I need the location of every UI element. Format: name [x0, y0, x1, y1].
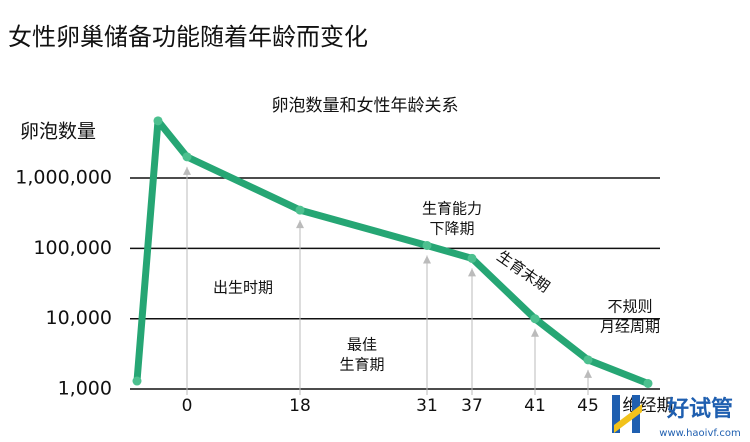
point — [182, 152, 192, 162]
annotation: 生育期 — [339, 356, 384, 374]
chart-subtitle: 卵泡数量和女性年龄关系 — [272, 96, 459, 116]
y-tick-label: 1,000 — [58, 378, 112, 400]
point — [422, 240, 432, 250]
watermark-url: www.haoivf.com — [659, 428, 740, 439]
x-tick-label: 18 — [289, 396, 311, 416]
annotation: 出生时期 — [213, 279, 273, 297]
y-tick-label: 100,000 — [33, 237, 112, 259]
watermark-logo — [612, 395, 642, 433]
x-tick-label: 31 — [416, 396, 438, 416]
line — [133, 117, 652, 387]
arrow-head — [183, 166, 191, 175]
arrow-head — [423, 255, 431, 264]
arrow-head — [584, 369, 592, 378]
y-tick-label: 1,000,000 — [15, 167, 112, 189]
point — [295, 205, 305, 215]
point — [643, 378, 653, 388]
arrow-head — [531, 328, 539, 337]
y-tick-label: 10,000 — [46, 307, 112, 329]
arrow-head — [468, 268, 476, 277]
annotation: 月经周期 — [600, 318, 660, 336]
x-tick-label: 41 — [524, 396, 546, 416]
arrow-head — [296, 220, 304, 229]
annotation: 生育能力 — [422, 200, 482, 218]
annotation: 最佳 — [347, 336, 377, 354]
point — [530, 314, 540, 324]
x-tick-label: 45 — [577, 396, 599, 416]
annotation: 下降期 — [429, 220, 474, 238]
point — [132, 376, 142, 386]
point — [467, 253, 477, 263]
point — [583, 355, 593, 365]
y-axis-label: 卵泡数量 — [20, 121, 96, 143]
point — [153, 116, 163, 126]
watermark-brand: 好试管 — [666, 396, 733, 422]
x-tick-label: 37 — [461, 396, 483, 416]
chart-title: 女性卵巢储备功能随着年龄而变化 — [8, 23, 368, 51]
annotation: 不规则 — [607, 298, 652, 316]
x-tick-label: 0 — [182, 396, 193, 416]
